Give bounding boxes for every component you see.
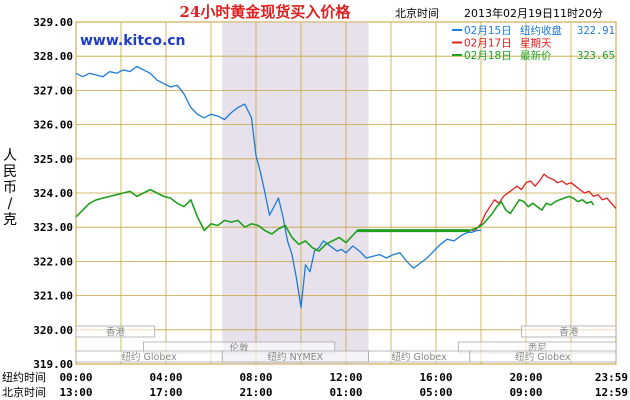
y-tick-label: 328.00 [33, 50, 73, 63]
legend: 02月15日 纽约收盘 322.91 02月17日 星期天 02月18日 最新价 323.65 [452, 24, 615, 62]
y-axis-label-char: 民 [3, 164, 17, 180]
timezone-label: 北京时间 [395, 6, 439, 20]
y-axis-label: 人民币/克 [3, 148, 17, 228]
x-tick-label: 13:00 [59, 386, 92, 399]
x-axis: 纽约时间 00:00 04:00 08:00 12:00 16:00 20:00 23:59 北… [2, 370, 628, 399]
y-axis-label-char: / [8, 196, 13, 212]
x-tick-label: 17:00 [149, 386, 182, 399]
x-tick-label: 08:00 [239, 371, 272, 384]
x-tick-label: 01:00 [329, 386, 362, 399]
market-session-label: 纽约 NYMEX [268, 351, 324, 363]
legend-value: 323.65 [577, 50, 615, 62]
y-tick-label: 320.00 [33, 324, 73, 337]
y-axis-label-char: 币 [3, 180, 17, 196]
y-tick-label: 324.00 [33, 187, 73, 200]
x-tick-label: 20:00 [509, 371, 542, 384]
x-tick-label: 04:00 [149, 371, 182, 384]
legend-tag: 最新价 [520, 49, 552, 62]
y-tick-label: 325.00 [33, 153, 73, 166]
y-tick-label: 319.00 [33, 358, 73, 371]
watermark: www.kitco.cn [80, 33, 186, 49]
legend-tag: 星期天 [520, 38, 552, 50]
x-row-label: 北京时间 [2, 385, 46, 399]
y-tick-label: 327.00 [33, 84, 73, 97]
market-session-bar [521, 325, 617, 338]
market-session-bar [75, 325, 156, 338]
y-axis-label-char: 克 [3, 212, 17, 228]
x-tick-label: 00:00 [59, 371, 92, 384]
price-series [75, 65, 617, 309]
legend-date: 02月18日 [464, 50, 512, 62]
market-session-bar [469, 350, 617, 363]
y-tick-label: 323.00 [33, 221, 73, 234]
chart-title: 24小时黄金现货买入价格 [180, 3, 352, 21]
x-row-label: 纽约时间 [2, 370, 46, 384]
series-line-3 [75, 188, 595, 252]
x-tick-label: 05:00 [419, 386, 452, 399]
timestamp: 2013年02月19日11时20分 [464, 6, 603, 20]
legend-date: 02月15日 [464, 25, 512, 37]
y-tick-label: 326.00 [33, 119, 73, 132]
series-line-1 [75, 65, 482, 309]
y-tick-label: 321.00 [33, 290, 73, 303]
market-session-label: 香港 [106, 326, 126, 338]
series-line-2 [471, 173, 617, 232]
market-session-label: 纽约 Globex [392, 351, 448, 363]
y-tick-label: 329.00 [33, 16, 73, 29]
legend-date: 02月17日 [464, 38, 512, 50]
x-tick-label: 23:59 [595, 371, 628, 384]
x-tick-label: 09:00 [509, 386, 542, 399]
x-tick-label: 12:00 [329, 371, 362, 384]
x-tick-label: 21:00 [239, 386, 272, 399]
y-axis-label-char: 人 [3, 148, 17, 164]
legend-value: 322.91 [577, 25, 615, 37]
x-tick-label: 12:59 [595, 386, 628, 399]
y-tick-label: 322.00 [33, 255, 73, 268]
x-tick-label: 16:00 [419, 371, 452, 384]
y-axis: 319.00 320.00 321.00 322.00 323.00 324.00 325.… [33, 16, 73, 371]
market-session-label: 纽约 Globex [122, 351, 178, 363]
legend-tag: 纽约收盘 [520, 24, 562, 37]
market-session-label: 香港 [559, 326, 579, 338]
market-session-label: 纽约 Globex [515, 351, 571, 363]
